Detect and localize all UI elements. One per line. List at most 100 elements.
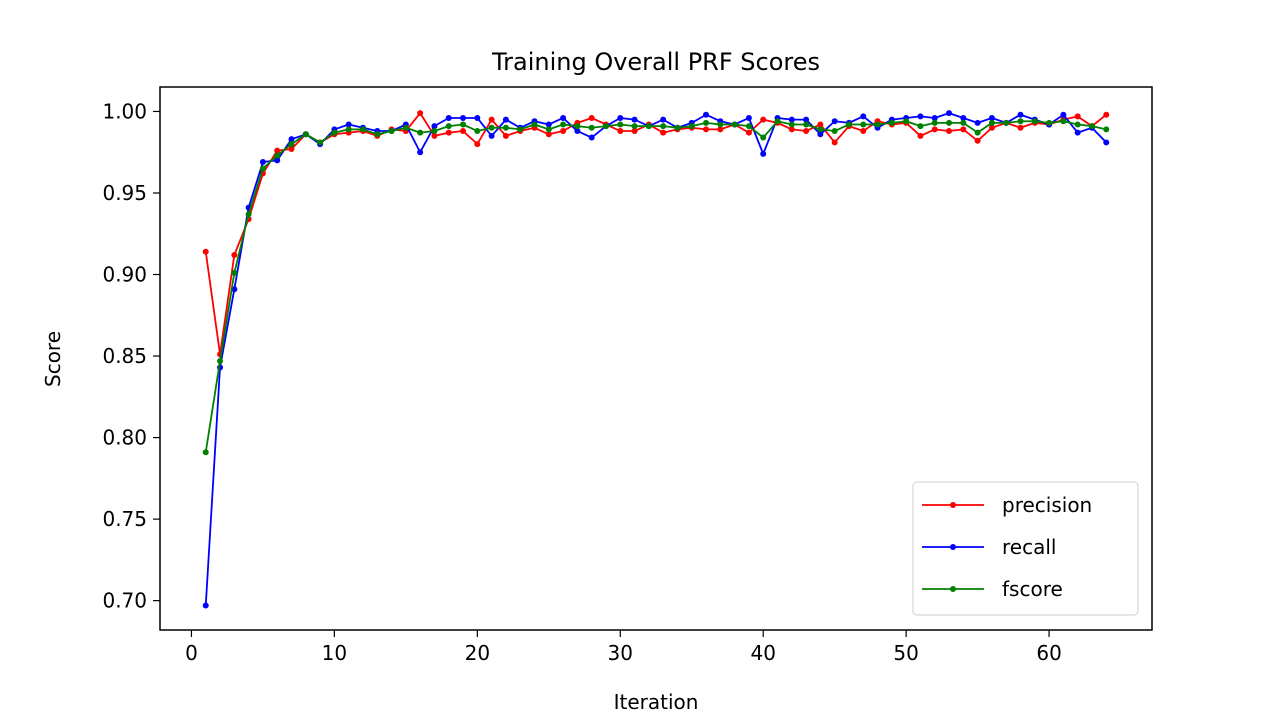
data-point-precision (631, 128, 638, 135)
data-point-fscore (674, 124, 681, 131)
data-point-recall (274, 157, 281, 164)
data-point-fscore (1003, 119, 1010, 126)
data-point-precision (502, 132, 509, 139)
legend-item-recall: recall (922, 535, 1056, 559)
y-axis-label: Score (41, 331, 65, 387)
data-point-fscore (217, 357, 224, 364)
data-point-recall (488, 132, 495, 139)
y-tick-label: 0.80 (102, 426, 147, 450)
data-point-recall (1103, 139, 1110, 146)
data-point-recall (560, 114, 567, 121)
data-point-precision (717, 126, 724, 133)
data-point-recall (588, 134, 595, 141)
x-tick-label: 30 (608, 641, 633, 665)
data-point-precision (860, 128, 867, 135)
data-point-precision (946, 128, 953, 135)
data-point-fscore (688, 123, 695, 130)
data-point-fscore (1088, 123, 1095, 130)
data-point-recall (660, 116, 667, 123)
x-axis-label: Iteration (614, 690, 699, 714)
data-point-recall (1017, 111, 1024, 118)
data-point-fscore (1031, 118, 1038, 125)
data-point-fscore (888, 119, 895, 126)
legend-box (912, 481, 1139, 616)
data-point-precision (617, 128, 624, 135)
x-tick-label: 40 (750, 641, 775, 665)
chart-title: Training Overall PRF Scores (491, 48, 820, 76)
data-point-fscore (817, 126, 824, 133)
data-point-fscore (245, 211, 252, 218)
data-point-fscore (202, 449, 209, 456)
data-point-precision (431, 132, 438, 139)
data-point-precision (1017, 124, 1024, 131)
data-point-recall (631, 116, 638, 123)
data-point-precision (788, 126, 795, 133)
legend-swatch-marker (950, 502, 956, 508)
data-point-fscore (531, 121, 538, 128)
data-point-fscore (731, 121, 738, 128)
data-point-recall (288, 136, 295, 143)
data-point-recall (917, 113, 924, 120)
data-point-precision (274, 147, 281, 154)
data-point-recall (202, 602, 209, 609)
data-point-precision (474, 141, 481, 148)
data-point-precision (588, 114, 595, 121)
data-point-precision (760, 116, 767, 123)
data-point-recall (745, 114, 752, 121)
data-point-recall (988, 114, 995, 121)
data-point-recall (445, 114, 452, 121)
data-point-fscore (445, 123, 452, 130)
data-point-recall (703, 111, 710, 118)
legend: precision recall fscore (912, 481, 1139, 616)
data-point-fscore (502, 124, 509, 131)
y-tick-label: 0.85 (102, 344, 147, 368)
data-point-fscore (760, 134, 767, 141)
y-tick-label: 0.90 (102, 263, 147, 287)
data-point-fscore (845, 121, 852, 128)
data-point-precision (545, 131, 552, 138)
data-point-precision (417, 110, 424, 117)
legend-swatch-marker (950, 586, 956, 592)
y-tick-label: 1.00 (102, 99, 147, 123)
data-point-recall (431, 123, 438, 130)
data-point-fscore (946, 119, 953, 126)
data-point-fscore (359, 126, 366, 133)
data-point-recall (417, 149, 424, 156)
data-point-fscore (988, 119, 995, 126)
data-point-fscore (831, 128, 838, 135)
data-point-precision (202, 248, 209, 255)
data-point-precision (488, 116, 495, 123)
data-point-recall (345, 121, 352, 128)
data-point-fscore (903, 118, 910, 125)
data-point-recall (502, 116, 509, 123)
legend-label: fscore (1002, 577, 1063, 601)
x-tick-label: 60 (1036, 641, 1061, 665)
data-point-fscore (660, 123, 667, 130)
x-tick-label: 0 (185, 641, 198, 665)
data-point-recall (788, 116, 795, 123)
data-point-fscore (631, 123, 638, 130)
y-tick-label: 0.70 (102, 589, 147, 613)
data-point-fscore (274, 152, 281, 159)
data-point-precision (745, 129, 752, 136)
data-point-recall (259, 159, 266, 166)
series-line-precision (204, 112, 1107, 356)
legend-swatch-marker (950, 544, 956, 550)
data-point-fscore (874, 121, 881, 128)
legend-item-fscore: fscore (922, 577, 1063, 601)
data-point-fscore (517, 126, 524, 133)
data-point-recall (545, 121, 552, 128)
data-point-fscore (960, 119, 967, 126)
data-point-fscore (231, 269, 238, 276)
data-point-fscore (417, 129, 424, 136)
data-point-recall (974, 119, 981, 126)
data-point-recall (1060, 111, 1067, 118)
data-point-fscore (345, 126, 352, 133)
data-point-fscore (388, 128, 395, 135)
x-tick-label: 50 (893, 641, 918, 665)
data-point-fscore (431, 128, 438, 135)
data-point-precision (1074, 113, 1081, 120)
data-point-fscore (259, 165, 266, 172)
data-point-precision (931, 126, 938, 133)
data-point-recall (831, 118, 838, 125)
